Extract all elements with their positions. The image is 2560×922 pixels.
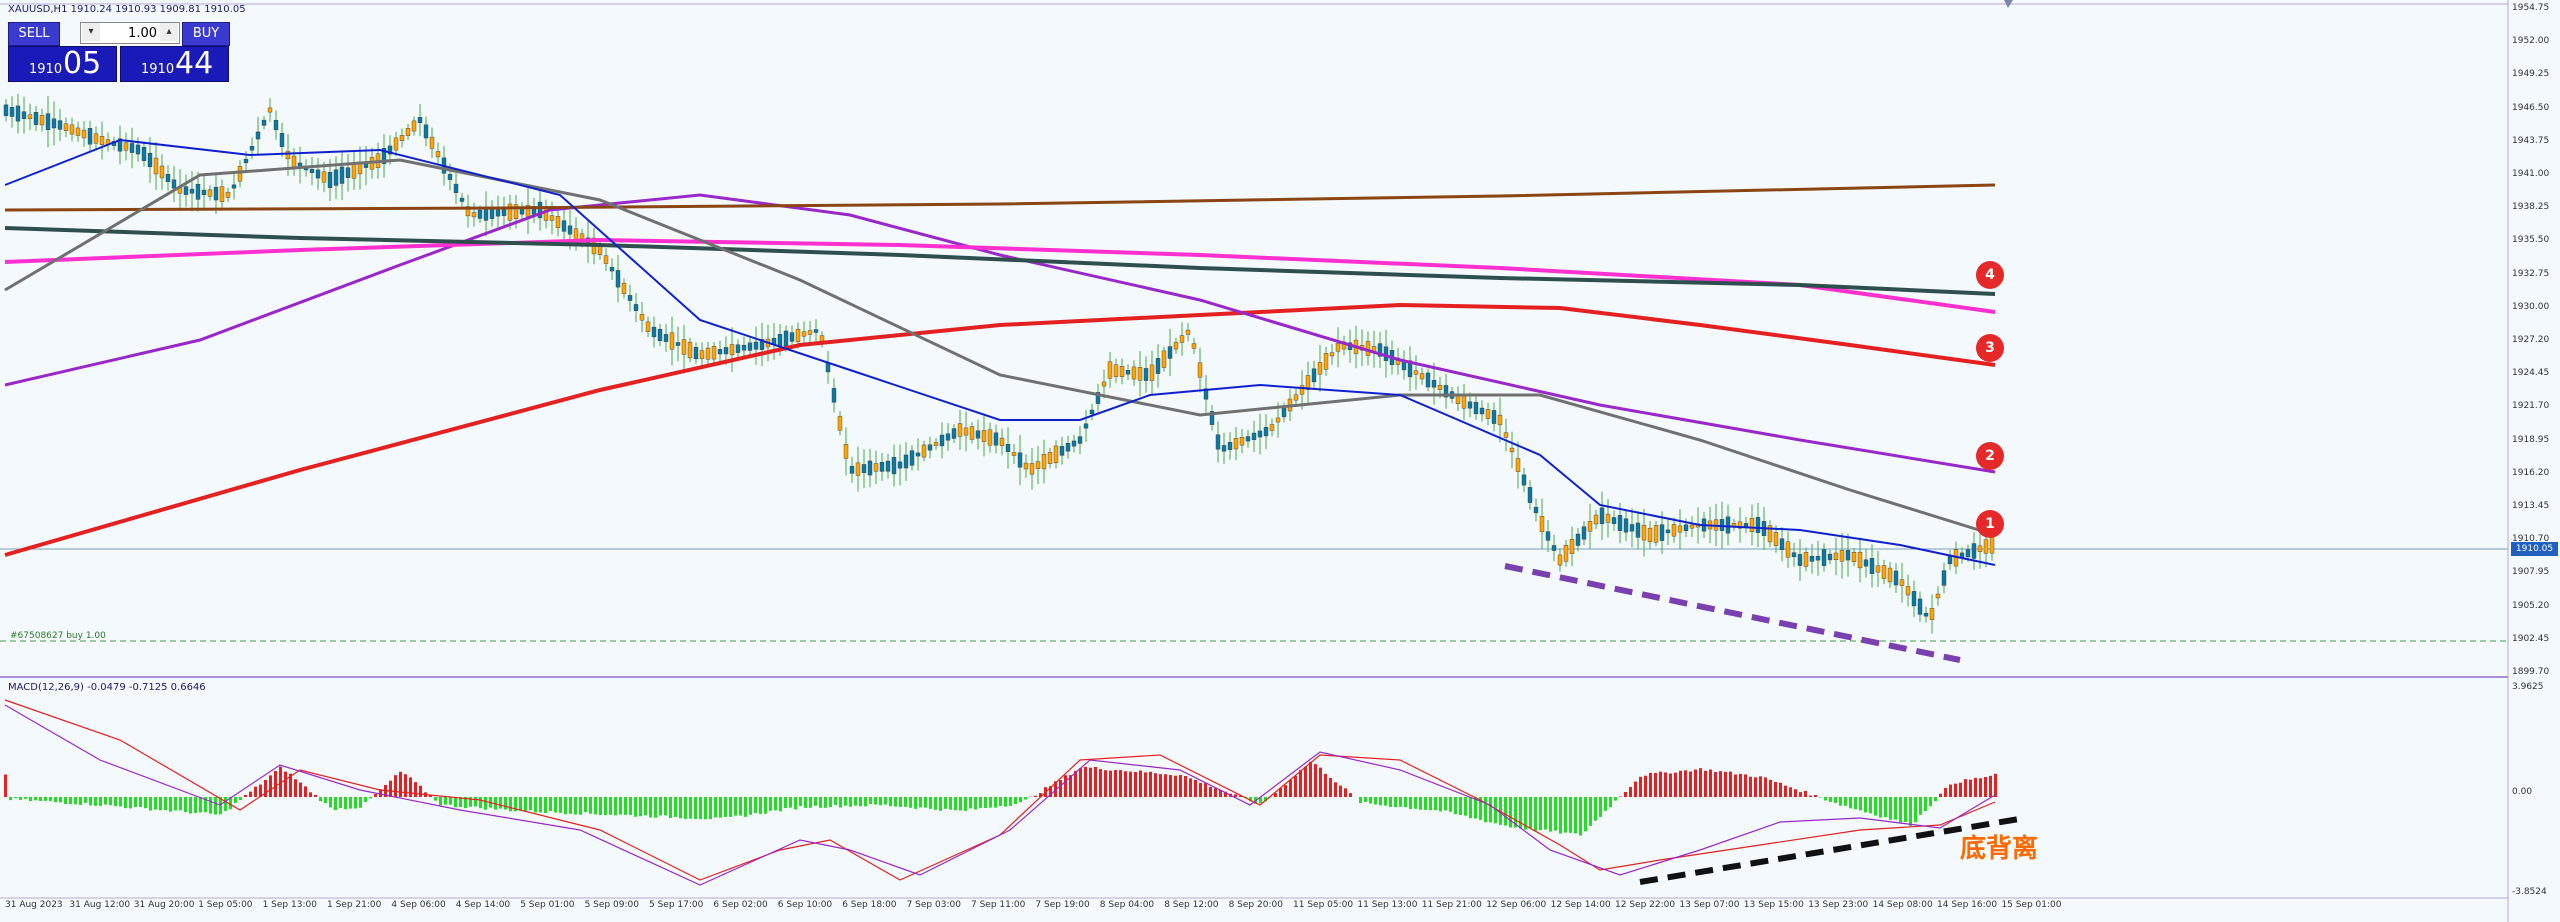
time-axis-label: 7 Sep 19:00 (1035, 900, 1090, 910)
time-axis-label: 13 Sep 23:00 (1808, 900, 1869, 910)
time-axis-label: 6 Sep 18:00 (842, 900, 897, 910)
price-axis-label: 1918.95 (2512, 434, 2550, 445)
position-label: #67508627 buy 1.00 (10, 631, 106, 641)
time-axis-label: 31 Aug 20:00 (133, 900, 195, 910)
price-axis-label: 1938.25 (2512, 202, 2550, 213)
sell-price-big: 05 (63, 46, 102, 81)
time-axis-label: 6 Sep 02:00 (713, 900, 768, 910)
time-axis-label: 8 Sep 12:00 (1164, 900, 1219, 910)
time-axis-label: 5 Sep 09:00 (584, 900, 639, 910)
time-axis-label: 11 Sep 21:00 (1421, 900, 1482, 910)
ma-badge-4: 4 (1976, 261, 2004, 289)
price-axis-label: 1943.75 (2512, 135, 2550, 146)
moving-averages-group (4, 138, 1996, 566)
time-axis-label: 7 Sep 11:00 (971, 900, 1026, 910)
time-axis-label: 5 Sep 17:00 (649, 900, 704, 910)
price-axis-label: 1935.50 (2512, 235, 2550, 246)
price-axis-label: 1916.20 (2512, 467, 2550, 478)
price-axis-label: 1907.95 (2512, 567, 2550, 578)
price-axis-label: 1910.70 (2512, 534, 2550, 545)
price-axis-label: 1899.70 (2512, 667, 2550, 677)
time-axis-label: 1 Sep 21:00 (327, 900, 382, 910)
price-axis-label: 1905.20 (2512, 600, 2550, 611)
price-axis-label: 1924.45 (2512, 368, 2550, 379)
time-axis-label: 11 Sep 05:00 (1293, 900, 1354, 910)
divergence-annotation: 底背离 (1960, 834, 2039, 864)
price-axis-label: 1930.00 (2512, 301, 2550, 312)
buy-price-small: 1910 (141, 62, 175, 77)
candles-group (3, 93, 1995, 634)
time-axis-label: 31 Aug 2023 (5, 900, 63, 910)
time-axis-label: 5 Sep 01:00 (520, 900, 575, 910)
sell-price-small: 1910 (29, 62, 63, 77)
price-axis-label: 1949.25 (2512, 69, 2550, 80)
one-click-trading-panel: SELL 1.00 ▾ ▴ BUY 1910 05 1910 44 (8, 22, 230, 82)
symbol-info: XAUUSD,H1 1910.24 1910.93 1909.81 1910.0… (8, 4, 246, 15)
time-axis-label: 4 Sep 14:00 (455, 900, 511, 910)
lot-increase-icon[interactable]: ▴ (160, 23, 178, 41)
time-axis-label: 14 Sep 08:00 (1872, 900, 1933, 910)
buy-price-big: 44 (175, 46, 214, 81)
buy-button[interactable]: BUY (182, 22, 230, 46)
lot-input[interactable]: 1.00 (80, 22, 180, 44)
macd-title: MACD(12,26,9) -0.0479 -0.7125 0.6646 (8, 682, 206, 693)
sell-price[interactable]: 1910 05 (8, 46, 117, 82)
time-axis-label: 12 Sep 14:00 (1550, 900, 1611, 910)
price-axis-label: 1946.50 (2512, 102, 2550, 113)
time-axis-label: 31 Aug 12:00 (69, 900, 131, 910)
price-axis-label: 1954.75 (2512, 3, 2550, 13)
chart-shift-marker[interactable] (2004, 0, 2013, 8)
time-axis-label: 8 Sep 04:00 (1099, 900, 1155, 910)
buy-price[interactable]: 1910 44 (120, 46, 229, 82)
time-axis-label: 1 Sep 13:00 (262, 900, 317, 910)
time-axis-label: 6 Sep 10:00 (777, 900, 833, 910)
price-axis-label: 1941.00 (2512, 169, 2550, 179)
time-axis-label: 12 Sep 22:00 (1615, 900, 1676, 910)
price-axis-label: 1927.20 (2512, 335, 2550, 345)
time-axis-label: 13 Sep 15:00 (1743, 900, 1804, 910)
ma-badge-1: 1 (1976, 510, 2004, 538)
sell-button[interactable]: SELL (8, 22, 60, 46)
time-axis-label: 7 Sep 03:00 (906, 900, 961, 910)
ma-badge-3: 3 (1976, 334, 2004, 362)
macd-lines-group (4, 699, 1996, 886)
time-axis-label: 14 Sep 16:00 (1937, 900, 1998, 910)
time-axis-label: 11 Sep 13:00 (1357, 900, 1418, 910)
price-axis-label: 1932.75 (2512, 268, 2550, 279)
time-axis-label: 4 Sep 06:00 (391, 900, 446, 910)
price-axis-label: 1913.45 (2512, 501, 2550, 511)
time-axis-label: 8 Sep 20:00 (1228, 900, 1283, 910)
macd-axis-zero: 0.00 (2512, 787, 2533, 797)
price-axis-label: 1952.00 (2512, 36, 2550, 47)
macd-axis-top: 3.9625 (2512, 682, 2544, 692)
current-price-label: 1910.05 (2511, 542, 2558, 556)
time-axis-label: 13 Sep 07:00 (1679, 900, 1740, 910)
time-axis-label: 12 Sep 06:00 (1486, 900, 1547, 910)
price-axis-label: 1921.70 (2512, 401, 2550, 412)
ma-badge-2: 2 (1976, 442, 2004, 470)
macd-axis-bottom: -3.8524 (2512, 887, 2547, 897)
divergence-line-macd (1639, 815, 2026, 885)
time-axis-label: 15 Sep 01:00 (2001, 900, 2062, 910)
lot-decrease-icon[interactable]: ▾ (82, 23, 100, 41)
price-axis-label: 1902.45 (2512, 633, 2550, 644)
time-axis-label: 1 Sep 05:00 (198, 900, 253, 910)
divergence-line-price (1504, 563, 1961, 663)
